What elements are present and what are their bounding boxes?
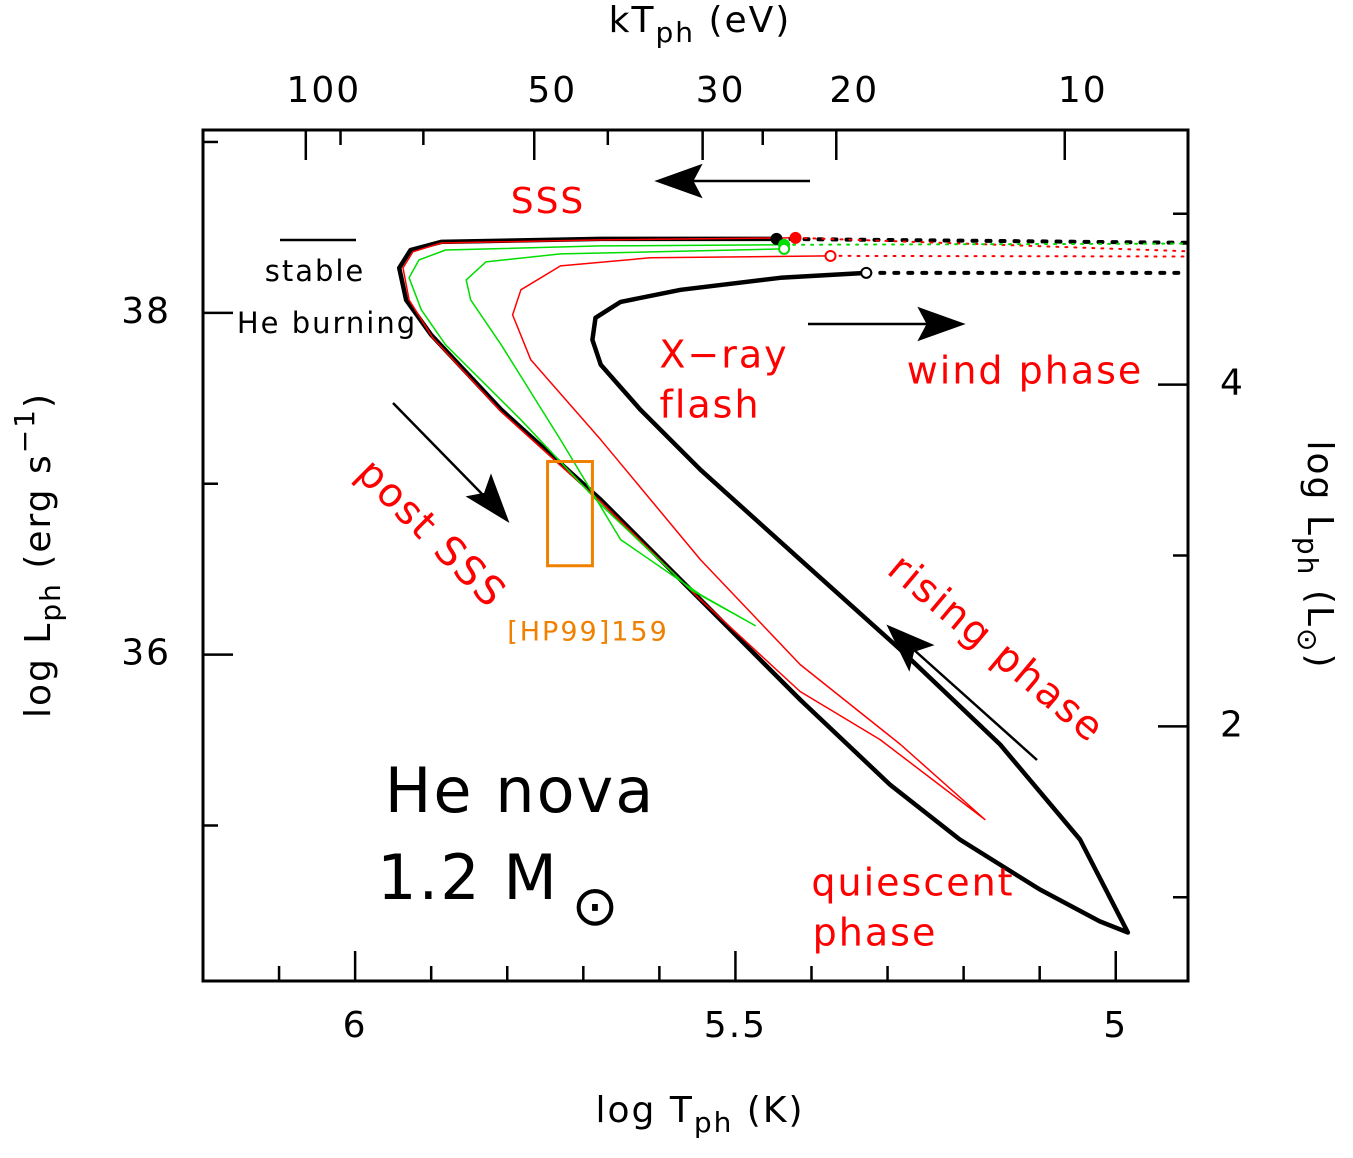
x2-axis-label-part: kT [609,0,656,41]
curve [829,254,1189,258]
x2-axis-label: kTph (eV) [609,0,792,49]
y-tick-label: 38 [121,291,171,332]
y2-tick-label: 2 [1220,704,1245,745]
curve [794,236,1189,253]
annotation: X−ray [659,333,788,377]
arrow-head [917,306,966,342]
annotation: wind phase [907,349,1144,393]
curve-start-marker [789,231,802,244]
y-axis-label: log Lph (erg s−1) [8,392,67,718]
y2-tick-label: 4 [1220,363,1245,404]
arrow-head [465,473,510,523]
curve-start-marker [860,266,873,279]
annotation: quiescent [811,861,1014,905]
y2-axis-label: log Lph (L⊙) [1291,441,1340,670]
curve [774,236,1190,245]
y2-axis-label-part: log L [1299,441,1340,537]
x-tick-label: 5 [1103,1005,1128,1046]
annotation: post SSS [348,450,516,618]
observed-box-label: [HP99]159 [507,617,669,648]
arrow-head [654,163,703,199]
x2-tick-label: 30 [696,70,746,111]
x-axis-label-part: log T [596,1090,694,1131]
y-axis-label-part: ph [34,582,67,622]
annotation-sub: ⊙ [572,874,621,939]
x2-axis-label-part: (eV) [695,0,791,41]
x-axis-label-part: ph [694,1106,734,1139]
y2-axis-label-part: ⊙ [1291,628,1324,653]
observed-box [546,460,594,568]
curve [402,237,986,821]
annotation: 1.2 M [377,841,559,914]
y-axis-label-part: (erg s [18,453,59,582]
x2-axis-label-part: ph [656,16,696,49]
y-axis-label-part: ) [18,392,59,408]
x2-tick-label: 100 [286,70,361,111]
annotation: phase [813,911,938,955]
y-axis-label-part: log L [18,622,59,718]
curve-end-marker [770,232,783,245]
x-axis-label-part: (K) [733,1090,804,1131]
y2-axis-label-part: (L [1299,576,1340,628]
annotation: SSS [511,181,586,222]
x-tick-label: 5.5 [704,1005,767,1046]
x-tick-label: 6 [343,1005,368,1046]
annotation: flash [659,383,760,427]
curve-end-marker [824,249,837,262]
y-axis-label-part: −1 [8,408,41,453]
y2-axis-label-part: ph [1291,537,1324,577]
annotation: He burning [237,306,417,340]
x-axis-label: log Tph (K) [596,1090,805,1139]
arrow [392,402,485,497]
x2-tick-label: 20 [829,70,879,111]
annotation: He nova [385,754,655,827]
y2-axis-label-part: ) [1299,653,1340,669]
annotation: stable [265,254,366,288]
arrows [280,163,1038,761]
y-tick-label: 36 [121,633,171,674]
curve-end-marker [778,242,791,255]
x2-tick-label: 10 [1058,70,1108,111]
curve [396,236,1131,935]
x2-tick-label: 50 [527,70,577,111]
arrow [912,648,1038,761]
curve [408,244,785,627]
